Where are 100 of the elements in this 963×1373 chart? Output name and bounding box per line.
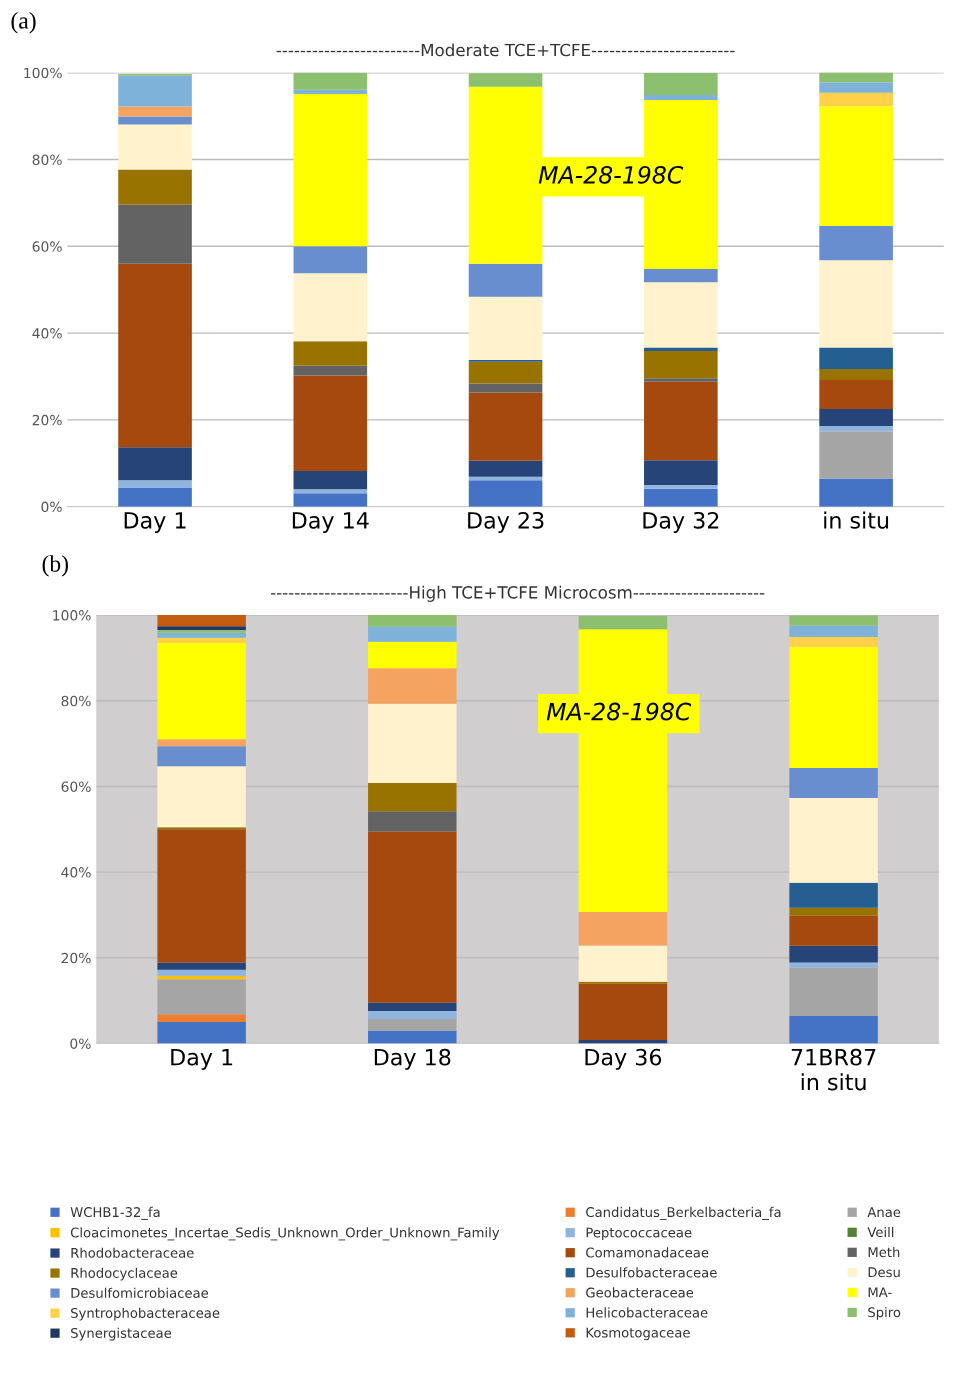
bar [368,668,457,704]
bar [819,347,893,370]
bar [293,89,368,95]
bar [293,246,368,274]
bar [157,827,246,830]
y-tick-label: 40% [32,328,62,339]
bar [293,365,368,376]
bar [157,1014,246,1023]
text: (a) [11,12,36,34]
bar [644,347,718,351]
bar [578,615,668,630]
annotation: MA-28-198C [546,702,692,721]
annotation: MA-28-198C [538,165,684,184]
bar [644,460,718,485]
x-tick-label: Day 23 [468,511,544,534]
y-tick-label: 60% [61,781,91,792]
bar [157,642,246,740]
bar [118,480,192,488]
legend-label: Peptococcaceae [586,1227,692,1241]
legend-label: Desulfomicrobiaceae [71,1287,209,1298]
bar [368,1030,457,1044]
bar [157,1022,246,1044]
bar [468,383,543,393]
bar [468,361,543,384]
bar [293,72,368,90]
bar [789,768,878,799]
bar [293,493,368,507]
legend-label: Syntrophobacteraceae [71,1307,220,1321]
bar [157,632,246,638]
legend-label: Spiro [868,1307,901,1320]
bar [644,378,718,382]
bar [819,425,893,432]
legend-label: Geobacteraceae [586,1287,694,1298]
bar [157,615,246,627]
bar [157,739,246,747]
bar [468,296,543,360]
bar [789,967,878,1017]
bar [789,907,878,916]
chart-title: -----------------------High TCE+TCFE Microcosm---------------------- [270,585,765,602]
bar [819,478,893,507]
bar [157,979,246,1015]
y-tick-label: 20% [61,952,91,964]
bar [368,1002,457,1011]
bar [468,480,543,507]
bar [118,75,192,107]
bar [468,392,543,461]
bar [789,945,878,963]
x-tick-label: in situ [824,511,889,529]
bar [644,282,718,348]
bar [819,409,893,426]
y-tick-label: 60% [32,241,62,252]
bar [644,72,718,95]
bar [118,124,192,170]
bar [819,379,893,410]
bar [118,204,192,264]
legend-label: Comamonadaceae [586,1247,709,1258]
bar [578,911,668,946]
bar [118,116,192,125]
bar [157,969,246,976]
legend-label: WCHB1-32_fa [70,1206,160,1220]
legend-label: Desulfobacteraceae [586,1267,717,1278]
y-tick-label: 100% [53,610,91,621]
x-tick-label: 71BR87 in situ [791,1048,876,1091]
chart-title: ------------------------Moderate TCE+TCFE------------------------ [276,43,735,57]
bar [789,915,878,946]
y-tick-label: 40% [61,867,91,878]
bar [789,798,878,883]
y-tick-label: 100% [24,67,62,79]
bar [789,615,878,626]
bar [293,94,368,247]
bar [819,431,893,479]
legend-label: Rhodocyclaceae [71,1267,178,1281]
bar [789,1016,878,1044]
bar [368,831,457,1003]
x-tick-label: Day 18 [374,1048,451,1070]
bar [819,369,893,380]
bar [578,983,668,1041]
x-tick-label: Day 14 [292,512,369,534]
bar [789,646,878,769]
bar [157,962,246,970]
x-tick-label: Day 32 [643,511,719,534]
bar [157,630,246,633]
bar [368,1010,457,1020]
legend-label: Cloacimonetes_Incertae_Sedis_Unknown_Order_Unknown_Family [70,1227,500,1241]
bar [644,350,718,379]
x-tick-label: Day 36 [585,1048,662,1070]
bar [293,273,368,342]
bar [644,94,718,101]
bar [293,375,368,472]
legend-label: Rhodobacteraceae [71,1247,194,1258]
bar [789,625,878,637]
legend-label: Anae [867,1207,901,1218]
bar [789,882,878,908]
legend-label: Synergistaceae [71,1327,172,1341]
bar [644,268,718,283]
bar [819,260,893,348]
legend-label: Helicobacteraceae [586,1307,708,1318]
bar [368,1019,457,1031]
bar [819,72,893,83]
legend-label: Kosmotogaceae [586,1327,690,1341]
